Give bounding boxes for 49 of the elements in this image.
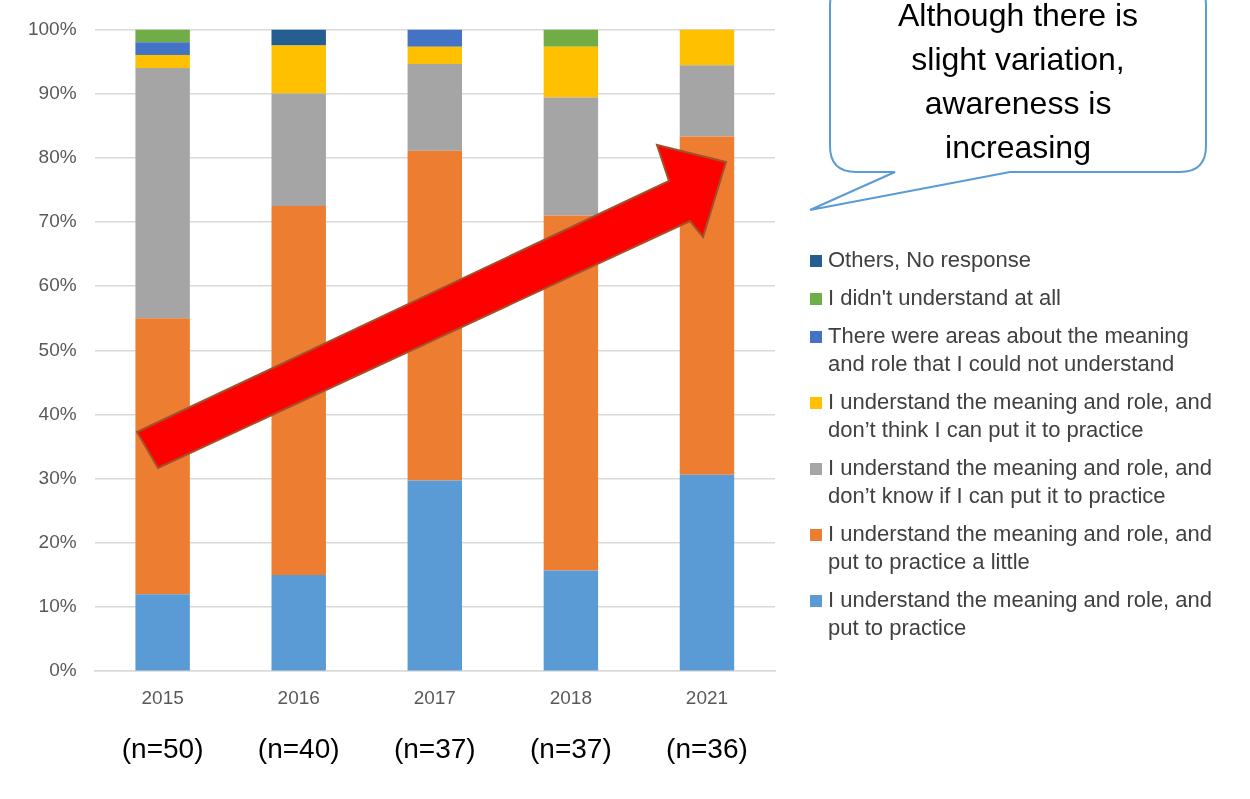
y-tick-label: 10%: [38, 595, 77, 617]
bar: [135, 594, 190, 671]
bar: [407, 480, 463, 671]
x-tick-label: 2021: [685, 686, 729, 708]
legend-label: There were areas about the meaning and role that I could not understand: [828, 322, 1190, 378]
bar: [679, 65, 735, 137]
bar: [271, 29, 326, 46]
bar: [135, 55, 190, 68]
y-tick-label: 30%: [38, 466, 77, 488]
bar: [679, 474, 735, 671]
legend-label: I understand the meaning and role, and put to practice a little: [828, 520, 1214, 576]
text: (n=40): [257, 733, 340, 766]
text: Although there is slight variation, awareness is increasing: [896, 0, 1140, 167]
y-tick-label: 70%: [38, 210, 77, 232]
bar: [543, 97, 599, 216]
y-tick-label: 60%: [38, 274, 77, 296]
bar: [135, 67, 190, 319]
bar: [135, 29, 190, 43]
bar: [543, 29, 599, 47]
y-tick-label: 80%: [38, 145, 77, 167]
y-tick-label: 20%: [38, 531, 77, 553]
text: (n=36): [666, 733, 748, 766]
bar: [407, 29, 463, 47]
x-tick-label: 2016: [277, 686, 320, 708]
bar: [543, 46, 599, 98]
text: (n=37): [530, 733, 612, 766]
y-tick-label: 50%: [38, 338, 77, 360]
bar: [271, 93, 326, 206]
legend-label: I understand the meaning and role, and put to practice: [828, 586, 1214, 642]
y-tick-label: 100%: [27, 17, 77, 39]
y-tick-label: 90%: [38, 81, 77, 103]
legend-label: Others, No response: [828, 246, 1031, 274]
bar: [271, 574, 326, 671]
bar: [543, 570, 599, 671]
x-tick-label: 2018: [549, 686, 593, 708]
legend-label: I understand the meaning and role, and don’t know if I can put it to practice: [828, 454, 1214, 510]
bar: [407, 64, 463, 151]
y-tick-label: 0%: [49, 659, 77, 681]
text: (n=50): [121, 733, 204, 766]
bar: [679, 29, 735, 66]
bar: [407, 46, 463, 65]
legend-label: I understand the meaning and role, and don’t think I can put it to practice: [828, 388, 1214, 444]
text: (n=37): [393, 733, 476, 766]
y-tick-label: 40%: [38, 402, 77, 424]
x-tick-label: 2015: [141, 686, 184, 708]
bar: [135, 42, 190, 56]
legend-label: I didn't understand at all: [828, 284, 1061, 312]
bar: [271, 45, 326, 94]
x-tick-label: 2017: [413, 686, 456, 708]
